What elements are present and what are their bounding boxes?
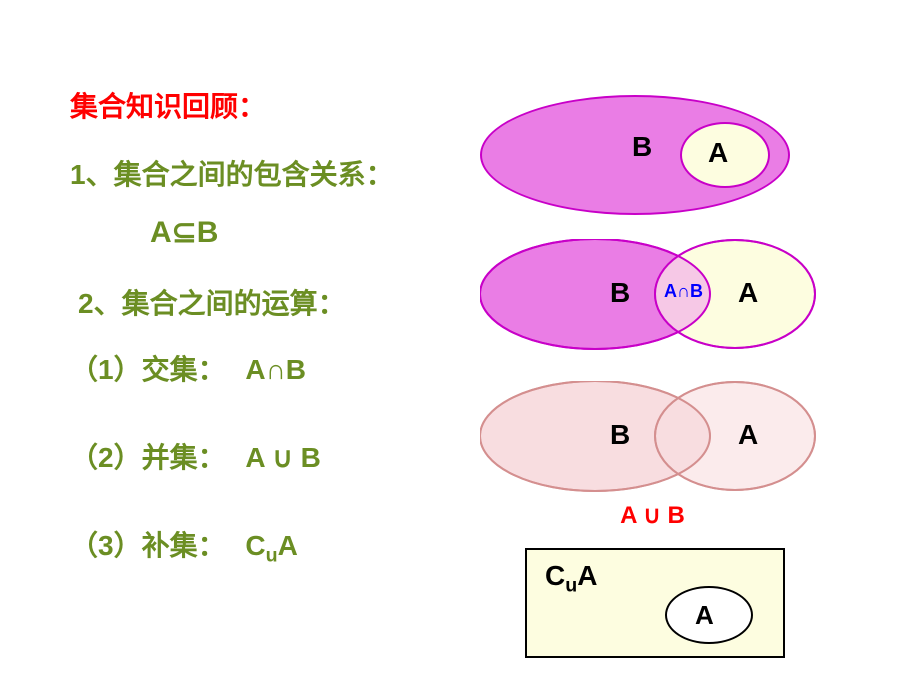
diagram-subset: BA (480, 95, 790, 215)
label-B: B (632, 131, 652, 163)
item-complement: （3）补集： CuA (70, 524, 490, 568)
label-B: B (610, 419, 630, 451)
item-symbol: CuA (245, 530, 297, 561)
section2-heading: 2、集合之间的运算： (78, 282, 490, 322)
page-title: 集合知识回顾： (70, 85, 490, 125)
item-label: （2）并集： (70, 442, 226, 473)
diagram-intersection: B A∩B A (480, 239, 825, 353)
union-caption: A ∪ B (480, 501, 825, 530)
label-A: A (695, 600, 714, 631)
item-intersection: （1）交集： A∩B (70, 348, 490, 388)
item-label: （1）交集： (70, 354, 226, 385)
item-union: （2）并集： A ∪ B (70, 436, 490, 476)
item-symbol: A ∪ B (245, 442, 320, 473)
section1-heading: 1、集合之间的包含关系： (70, 153, 490, 193)
label-A: A (708, 137, 728, 169)
diagram-union: BA (480, 381, 825, 495)
label-CuA: CuA (545, 560, 597, 598)
label-A: A (738, 419, 758, 451)
venn-svg (480, 239, 825, 353)
label-A: A (738, 277, 758, 309)
section1-formula: A⊆B (150, 215, 490, 250)
diagram-complement: CuA A (525, 548, 789, 662)
item-label: （3）补集： (70, 530, 226, 561)
item-symbol: A∩B (245, 354, 306, 385)
venn-svg (480, 381, 825, 495)
label-intersection: A∩B (664, 281, 703, 302)
label-B: B (610, 277, 630, 309)
